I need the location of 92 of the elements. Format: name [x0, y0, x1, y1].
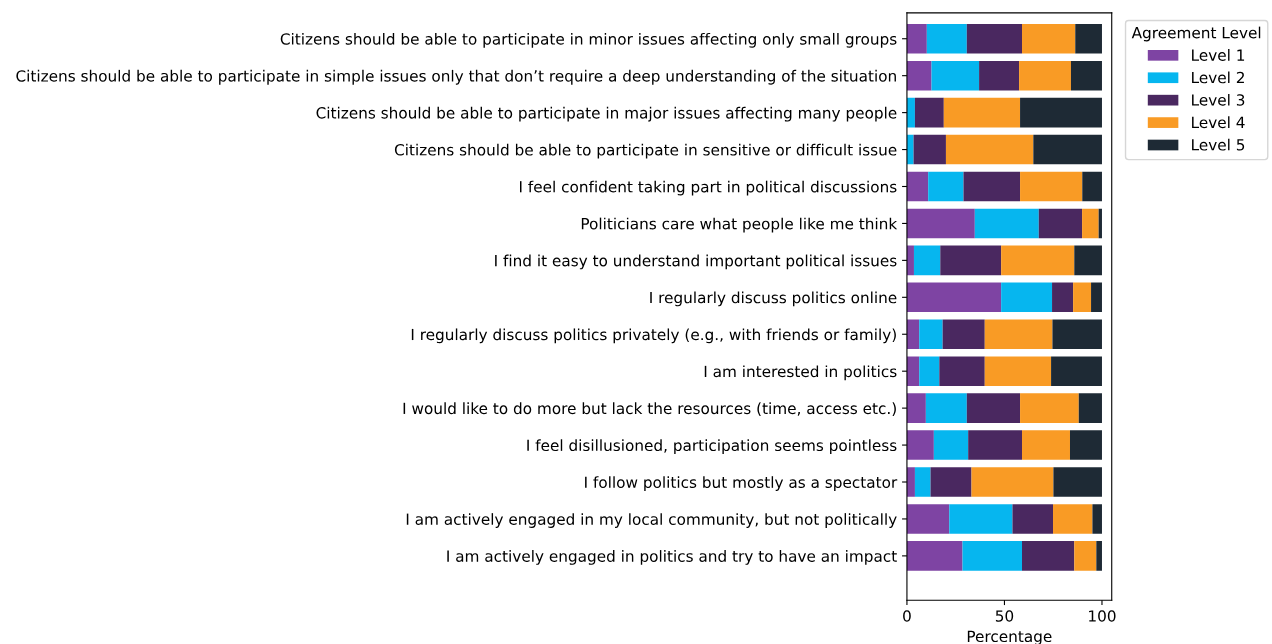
bar [1073, 282, 1092, 313]
bar [1022, 541, 1075, 571]
bar [906, 171, 929, 202]
bar [966, 393, 1021, 423]
bar [963, 171, 1021, 202]
y-tick-label: I regularly discuss politics privately (e.g., with friends or family) [411, 328, 896, 344]
bar [1075, 23, 1102, 54]
bar [926, 23, 967, 54]
y-tick-label: Politicians care what people like me think [581, 217, 898, 233]
bar [1022, 23, 1076, 54]
y-tick-label: I would like to do more but lack the resources (time, access etc.) [403, 402, 896, 416]
bar [1001, 245, 1075, 276]
bar [1020, 97, 1102, 128]
bar [1038, 208, 1083, 239]
bar [943, 97, 1021, 128]
y-tick-label: I am interested in politics [704, 365, 897, 381]
bar [1053, 504, 1093, 534]
y-tick-label: I find it easy to understand important political issues [495, 254, 897, 270]
y-tick-label: I follow politics but mostly as a spectator [585, 476, 898, 491]
bar [931, 60, 980, 91]
y-tick-label: Citizens should be able to participate in minor issues affecting only small groups [280, 32, 897, 48]
bar [906, 319, 920, 350]
bar [1051, 356, 1102, 386]
bar [1069, 430, 1102, 460]
bar [925, 393, 967, 423]
y-tick-label: Citizens should be able to participate in major issues affecting many people [316, 106, 897, 122]
bar [906, 430, 934, 460]
bar [913, 245, 941, 276]
bar [919, 356, 940, 386]
bar [949, 504, 1013, 534]
bar [928, 171, 964, 202]
bar [1091, 282, 1102, 313]
bar [1012, 504, 1054, 534]
legend-title: Agreement Level [1131, 26, 1261, 42]
bar [906, 23, 927, 54]
bar [1092, 504, 1102, 534]
bar [1052, 319, 1102, 350]
bar [914, 97, 944, 128]
bar [979, 60, 1020, 91]
bar [1022, 430, 1070, 460]
y-tick-label: I am actively engaged in politics and try to have an impact [447, 550, 897, 565]
y-tick-label: Citizens should be able to participate in sensitive or difficult issue [394, 143, 897, 159]
bar [1096, 541, 1102, 571]
bar [919, 319, 943, 350]
bar [962, 541, 1023, 571]
bar [1082, 208, 1099, 239]
bar [942, 319, 985, 350]
bar [906, 208, 975, 239]
bar [971, 467, 1054, 497]
y-tick-label: Citizens should be able to participate in simple issues only that don’t require a deep understanding of the situation [16, 69, 896, 85]
bar [1052, 282, 1074, 313]
bar [1020, 393, 1079, 423]
bar [984, 319, 1053, 350]
bar [906, 504, 950, 534]
bar [913, 134, 946, 165]
bar [906, 393, 926, 423]
bar [984, 356, 1052, 386]
bar [930, 467, 972, 497]
bar [1082, 171, 1102, 202]
bar [1033, 134, 1102, 165]
x-tick-label: 0 [903, 610, 911, 622]
bar [974, 208, 1039, 239]
y-tick-label: I feel disillusioned, participation seems pointless [527, 439, 897, 455]
bar [906, 356, 920, 386]
bar [1078, 393, 1102, 423]
bar [914, 467, 931, 497]
bar [906, 60, 932, 91]
bar [1020, 171, 1083, 202]
x-tick-label: 50 [995, 610, 1014, 622]
legend-label: Level 2 [1192, 71, 1244, 84]
bar [945, 134, 1034, 165]
legend-label: Level 1 [1192, 49, 1245, 61]
bar [966, 23, 1023, 54]
legend-label: Level 5 [1192, 138, 1245, 151]
y-tick-label: I regularly discuss politics online [650, 291, 897, 307]
bar [906, 282, 1002, 313]
y-tick-label: I am actively engaged in my local community, but not politically [406, 513, 897, 528]
y-tick-label: I feel confident taking part in political discussions [519, 180, 897, 196]
bar [1074, 245, 1102, 276]
bar [1001, 282, 1053, 313]
bar [1019, 60, 1071, 91]
bar [968, 430, 1023, 460]
bar [1070, 60, 1102, 91]
x-tick-label: 100 [1089, 610, 1116, 622]
bar [906, 541, 963, 571]
bar [1074, 541, 1097, 571]
bar [933, 430, 969, 460]
legend-label: Level 4 [1192, 116, 1245, 129]
bar [939, 356, 985, 386]
bar [940, 245, 1002, 276]
bar [1053, 467, 1102, 497]
legend-label: Level 3 [1192, 93, 1245, 106]
